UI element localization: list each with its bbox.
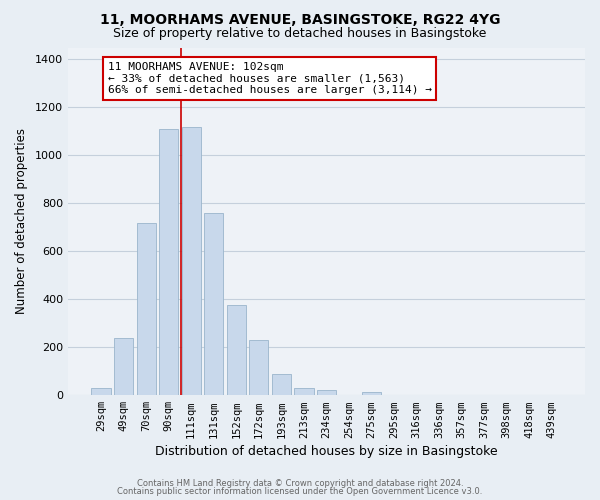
Text: Size of property relative to detached houses in Basingstoke: Size of property relative to detached ho… — [113, 28, 487, 40]
Bar — [91, 388, 110, 395]
Bar — [317, 390, 336, 395]
Bar — [137, 222, 155, 395]
Bar — [272, 374, 291, 395]
Text: 11 MOORHAMS AVENUE: 102sqm
← 33% of detached houses are smaller (1,563)
66% of s: 11 MOORHAMS AVENUE: 102sqm ← 33% of deta… — [108, 62, 432, 95]
Text: Contains public sector information licensed under the Open Government Licence v3: Contains public sector information licen… — [118, 487, 482, 496]
Bar — [227, 306, 246, 395]
Bar — [362, 392, 381, 395]
Bar — [159, 129, 178, 395]
Bar — [114, 338, 133, 395]
Text: Contains HM Land Registry data © Crown copyright and database right 2024.: Contains HM Land Registry data © Crown c… — [137, 478, 463, 488]
Bar — [204, 213, 223, 395]
Bar — [249, 340, 268, 395]
X-axis label: Distribution of detached houses by size in Basingstoke: Distribution of detached houses by size … — [155, 444, 498, 458]
Bar — [182, 126, 201, 395]
Y-axis label: Number of detached properties: Number of detached properties — [15, 128, 28, 314]
Bar — [295, 388, 314, 395]
Text: 11, MOORHAMS AVENUE, BASINGSTOKE, RG22 4YG: 11, MOORHAMS AVENUE, BASINGSTOKE, RG22 4… — [100, 12, 500, 26]
